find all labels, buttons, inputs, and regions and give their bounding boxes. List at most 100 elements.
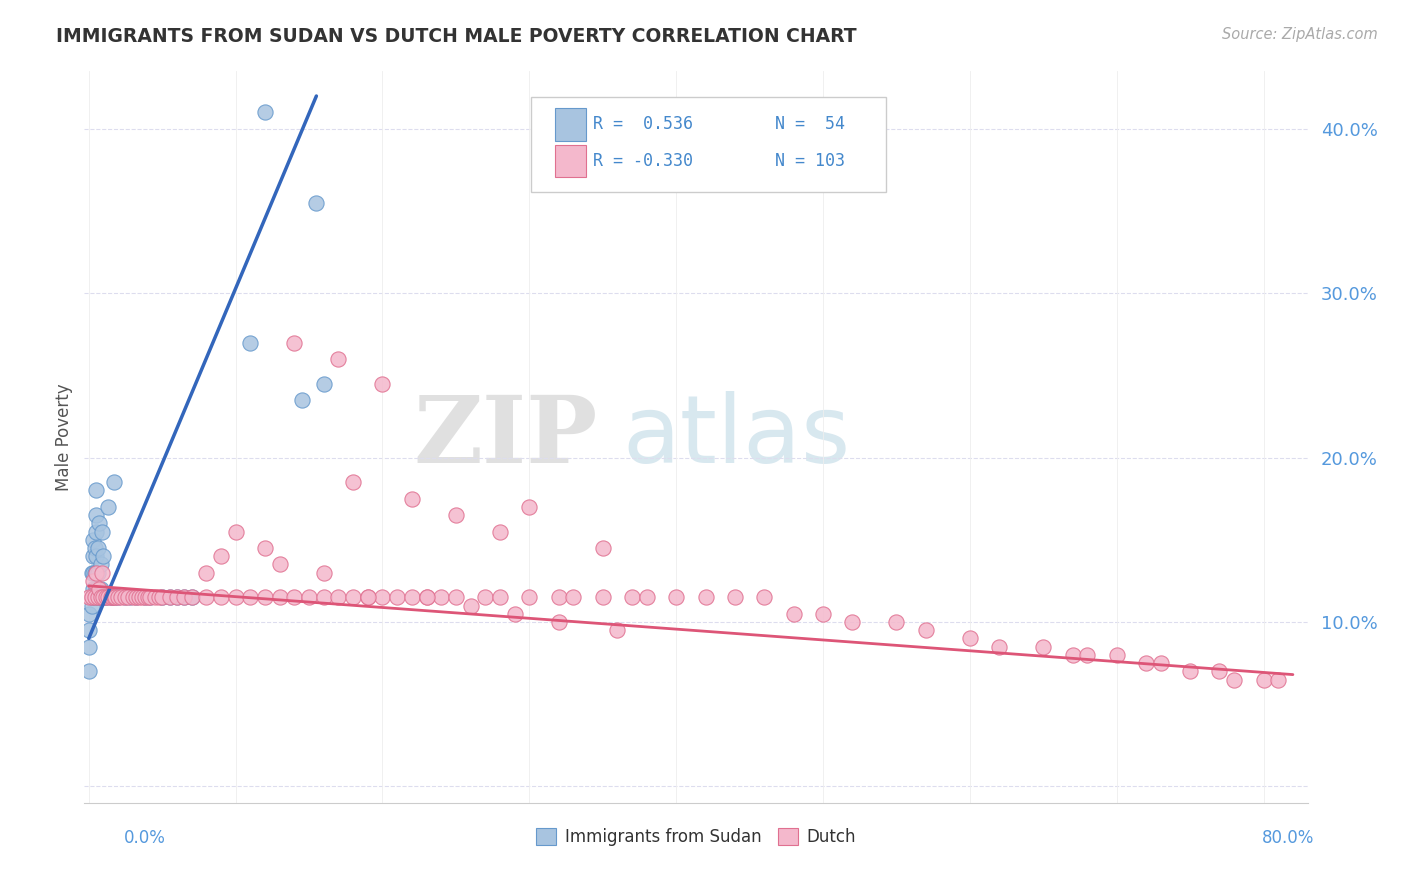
Point [283,591,305,605]
Point [371,376,394,391]
Point [312,376,335,391]
Point [103,475,125,490]
Point [96,591,118,605]
Point [444,508,467,523]
Point [503,607,526,621]
Point [125,591,148,605]
Point [225,524,247,539]
Point [82,549,104,564]
Text: IMMIGRANTS FROM SUDAN VS DUTCH MALE POVERTY CORRELATION CHART: IMMIGRANTS FROM SUDAN VS DUTCH MALE POVE… [56,27,856,45]
Point [195,591,218,605]
Point [84,549,107,564]
Legend: Immigrants from Sudan, Dutch: Immigrants from Sudan, Dutch [530,822,862,853]
Point [84,524,107,539]
Point [84,566,107,580]
Point [225,591,247,605]
Point [77,591,100,605]
Point [150,591,173,605]
Point [83,566,105,580]
Point [103,591,125,605]
Point [430,591,453,605]
Point [269,558,291,572]
Point [621,591,644,605]
Point [592,591,614,605]
Point [517,591,540,605]
Point [77,607,100,621]
Point [77,624,100,638]
Point [93,591,115,605]
Text: Source: ZipAtlas.com: Source: ZipAtlas.com [1222,27,1378,42]
Point [180,591,202,605]
Point [357,591,380,605]
Point [724,591,747,605]
Point [357,591,380,605]
Point [1032,640,1054,654]
Point [148,591,170,605]
Point [80,591,103,605]
Point [415,591,437,605]
Point [84,508,107,523]
Point [139,591,162,605]
Point [97,500,120,514]
Point [460,599,482,613]
Point [489,591,512,605]
Point [134,591,156,605]
Text: ZIP: ZIP [413,392,598,482]
Point [782,607,804,621]
Point [385,591,408,605]
Point [100,591,122,605]
Point [91,591,114,605]
Point [592,541,614,555]
Point [104,591,127,605]
Point [415,591,437,605]
Point [82,574,104,588]
Point [173,591,195,605]
Point [143,591,166,605]
Point [77,665,100,679]
Point [328,591,350,605]
Point [100,591,122,605]
Point [89,591,111,605]
Point [342,591,364,605]
Point [80,599,103,613]
Text: R =  0.536: R = 0.536 [593,115,693,133]
Point [166,591,188,605]
Point [312,591,335,605]
Point [84,566,107,580]
Point [269,591,291,605]
Point [371,591,394,605]
Point [1267,673,1289,687]
Point [107,591,129,605]
Point [89,582,111,596]
Point [121,591,143,605]
Point [754,591,776,605]
Point [128,591,150,605]
Point [107,591,129,605]
Point [110,591,132,605]
Text: 0.0%: 0.0% [124,830,166,847]
Point [180,591,202,605]
Point [96,591,118,605]
Point [118,591,141,605]
Point [298,591,321,605]
Point [93,549,115,564]
Point [444,591,467,605]
Text: R = -0.330: R = -0.330 [593,152,693,169]
Point [547,615,569,629]
FancyBboxPatch shape [555,108,586,141]
Point [606,624,628,638]
Point [401,491,423,506]
Point [988,640,1011,654]
Point [87,591,110,605]
Point [97,591,120,605]
Point [91,524,114,539]
Point [562,591,585,605]
Point [173,591,195,605]
Point [886,615,908,629]
Point [139,591,162,605]
Point [474,591,496,605]
Text: atlas: atlas [623,391,851,483]
Point [489,524,512,539]
Point [136,591,159,605]
Point [328,351,350,366]
